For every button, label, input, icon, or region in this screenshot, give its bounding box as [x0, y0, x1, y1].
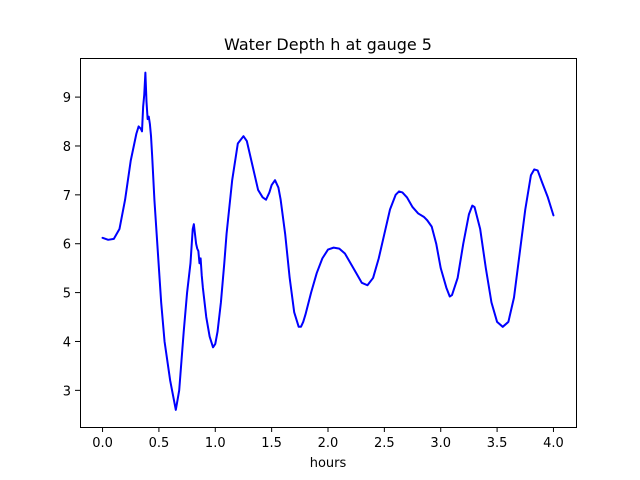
chart-title: Water Depth h at gauge 5 [224, 35, 432, 54]
x-tick-label: 0.0 [92, 436, 113, 451]
y-tick-label: 4 [63, 335, 71, 350]
y-tick-label: 3 [63, 384, 71, 399]
x-tick-label: 1.0 [205, 436, 226, 451]
x-axis-label: hours [310, 456, 347, 471]
y-tick-label: 8 [63, 140, 71, 155]
x-tick-label: 3.5 [487, 436, 508, 451]
y-axis: 3 4 5 6 7 8 9 [63, 91, 80, 399]
x-tick-label: 2.5 [374, 436, 395, 451]
series-line [101, 71, 555, 411]
y-tick-label: 6 [63, 238, 71, 253]
x-tick-label: 2.0 [318, 436, 339, 451]
x-tick-label: 3.0 [430, 436, 451, 451]
x-tick-label: 4.0 [543, 436, 564, 451]
x-tick-label: 0.5 [149, 436, 170, 451]
y-tick-label: 9 [63, 91, 71, 106]
x-tick-label: 1.5 [261, 436, 282, 451]
x-axis: 0.0 0.5 1.0 1.5 2.0 2.5 3.0 3.5 4.0 [92, 427, 564, 451]
plot-area [80, 58, 577, 428]
y-tick-label: 5 [63, 287, 71, 302]
y-tick-label: 7 [63, 189, 71, 204]
